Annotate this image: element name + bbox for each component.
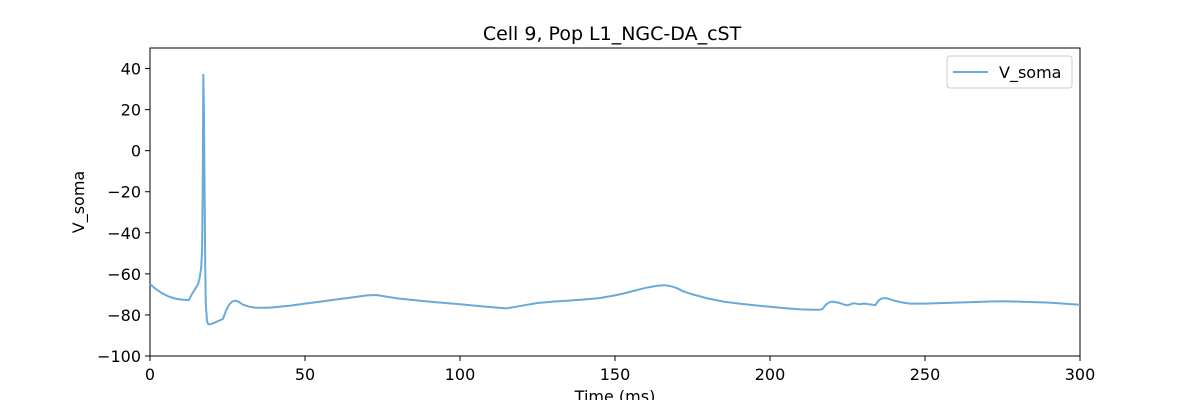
- x-tick-label: 100: [445, 365, 476, 384]
- x-axis: 0 50 100 150 200 250 300: [145, 356, 1095, 384]
- y-tick-label: 40: [121, 60, 141, 79]
- y-tick-label: −100: [97, 347, 141, 366]
- series-layer: [149, 73, 1081, 326]
- y-tick-label: −60: [107, 265, 141, 284]
- y-axis-title: V_soma: [69, 171, 89, 233]
- y-tick-label: −80: [107, 306, 141, 325]
- chart-title: Cell 9, Pop L1_NGC-DA_cST: [483, 23, 742, 45]
- y-tick-label: −20: [107, 183, 141, 202]
- x-tick-label: 0: [145, 365, 155, 384]
- x-tick-label: 200: [755, 365, 786, 384]
- y-axis: −100 −80 −60 −40 −20 0 20 40: [97, 60, 150, 366]
- legend: V_soma: [946, 55, 1073, 89]
- x-tick-label: 250: [910, 365, 941, 384]
- legend-label: V_soma: [999, 63, 1061, 83]
- plot-area: [149, 47, 1081, 357]
- series-line-v-soma: [149, 73, 1081, 326]
- y-tick-label: 20: [121, 101, 141, 120]
- x-axis-title: Time (ms): [574, 387, 656, 400]
- plot-frame: [149, 47, 1081, 357]
- legend-box: [946, 55, 1073, 89]
- y-tick-label: 0: [131, 142, 141, 161]
- x-tick-label: 50: [295, 365, 315, 384]
- x-tick-label: 300: [1065, 365, 1096, 384]
- x-tick-label: 150: [600, 365, 631, 384]
- y-tick-label: −40: [107, 224, 141, 243]
